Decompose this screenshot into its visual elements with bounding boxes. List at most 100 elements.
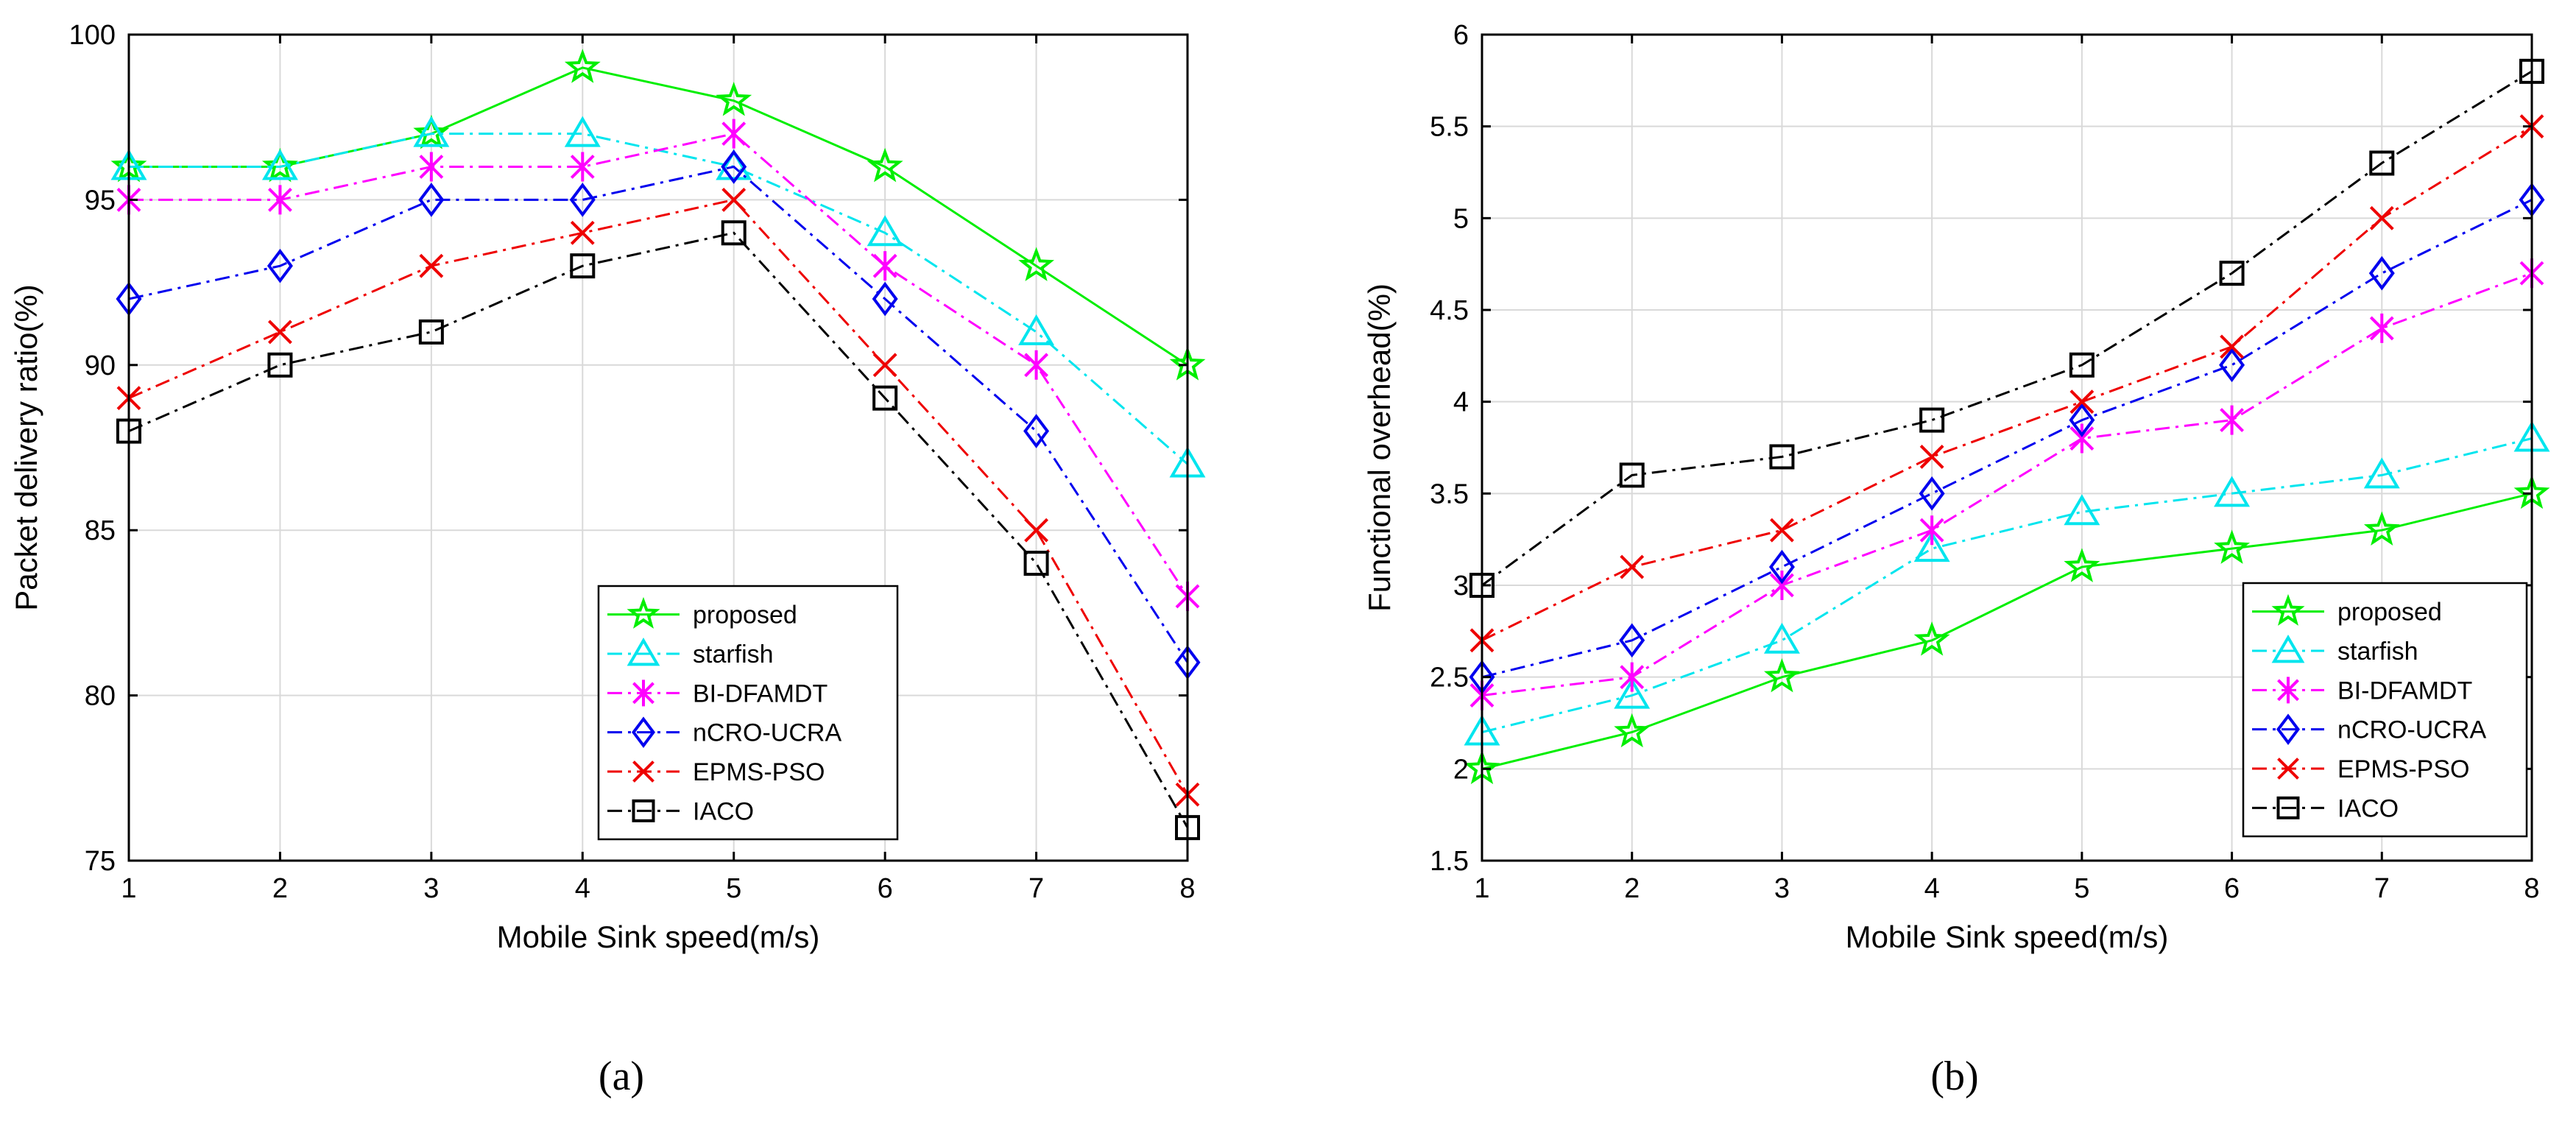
x-tick-label: 3: [423, 873, 439, 904]
data-point-starfish: [1763, 622, 1800, 654]
data-point-epms-pso: [2369, 205, 2394, 230]
data-point-iaco: [570, 253, 596, 279]
data-point-proposed: [564, 49, 601, 83]
y-tick-label: 1.5: [1430, 846, 1469, 877]
y-axis-label: Functional overhead(%): [1362, 283, 1397, 612]
data-point-bi-dfamdt: [1620, 662, 1645, 692]
x-tick-label: 4: [575, 873, 590, 904]
data-point-epms-pso: [268, 320, 292, 345]
data-point-epms-pso: [419, 253, 444, 278]
legend-marker-ncro-ucra: [2276, 713, 2300, 746]
legend: proposed starfish BI-DFAMDT nCRO-UCRA EPMS-P…: [597, 585, 899, 841]
data-point-proposed: [1614, 713, 1651, 748]
data-point-proposed: [1913, 621, 1950, 656]
data-point-starfish: [2064, 494, 2100, 526]
data-point-proposed: [261, 147, 298, 183]
legend-marker-epms-pso: [632, 761, 654, 783]
data-point-epms-pso: [570, 220, 595, 245]
legend-label-proposed: proposed: [693, 601, 797, 629]
data-point-starfish: [2363, 457, 2400, 489]
data-point-starfish: [2214, 476, 2251, 507]
data-point-bi-dfamdt: [2369, 313, 2394, 343]
data-point-bi-dfamdt: [721, 119, 747, 149]
data-point-ncro-ucra: [872, 281, 898, 317]
x-tick-label: 8: [1179, 873, 1195, 904]
data-point-bi-dfamdt: [419, 152, 444, 182]
legend-marker-ncro-ucra: [632, 716, 655, 749]
x-tick-label: 2: [1624, 873, 1640, 904]
series-ncro-ucra: [116, 149, 1201, 680]
legend-label-epms-pso: EPMS-PSO: [693, 758, 825, 786]
data-point-starfish: [1018, 314, 1055, 345]
x-tick-label: 1: [121, 873, 136, 904]
data-point-starfish: [867, 215, 903, 247]
legend-marker-starfish: [627, 638, 660, 666]
data-point-ncro-ucra: [1619, 623, 1645, 658]
plot-frame: [127, 33, 1189, 862]
data-point-iaco: [1023, 551, 1049, 576]
data-point-proposed: [2214, 529, 2251, 564]
y-tick-label: 2.5: [1430, 663, 1469, 694]
data-point-iaco: [1769, 444, 1795, 470]
data-point-epms-pso: [1770, 518, 1794, 543]
x-tick-label: 6: [878, 873, 893, 904]
legend: proposed starfish BI-DFAMDT nCRO-UCRA EPMS-P…: [2242, 582, 2528, 838]
y-axis-label: Packet delivery ratio(%): [9, 284, 43, 610]
series-ncro-ucra: [1469, 183, 2545, 695]
series-line-epms-pso: [128, 198, 1189, 795]
caption-b: (b): [1930, 1054, 1978, 1099]
series-line-iaco: [128, 231, 1189, 828]
y-tick-label: 4: [1453, 387, 1469, 418]
x-axis-label: Mobile Sink speed(m/s): [497, 920, 820, 954]
data-point-ncro-ucra: [1919, 476, 1945, 511]
data-point-iaco: [418, 319, 444, 345]
y-tick-label: 3.5: [1430, 479, 1469, 509]
data-point-proposed: [413, 114, 450, 149]
data-point-proposed: [867, 147, 903, 183]
y-tick-label: 4.5: [1430, 295, 1469, 326]
y-tick-label: 95: [85, 185, 116, 216]
data-point-ncro-ucra: [2069, 403, 2095, 437]
legend-label-starfish: starfish: [693, 641, 774, 668]
legend-label-bi-dfamdt: BI-DFAMDT: [693, 680, 828, 708]
series-line-bi-dfamdt: [129, 132, 1189, 597]
legend-marker-proposed: [2271, 593, 2305, 626]
data-point-bi-dfamdt: [268, 185, 292, 215]
series-epms-pso: [1469, 114, 2544, 653]
series-line-ncro-ucra: [128, 165, 1189, 663]
data-point-bi-dfamdt: [872, 251, 897, 281]
data-point-epms-pso: [721, 187, 747, 212]
data-point-ncro-ucra: [721, 149, 747, 184]
y-tick-label: 90: [85, 350, 116, 381]
legend-label-starfish: starfish: [2337, 638, 2418, 666]
data-point-ncro-ucra: [1023, 414, 1050, 448]
x-tick-label: 5: [726, 873, 741, 904]
data-point-starfish: [716, 149, 752, 180]
y-tick-label: 6: [1453, 20, 1469, 51]
legend-marker-bi-dfamdt: [632, 680, 654, 707]
data-point-ncro-ucra: [2368, 255, 2395, 291]
x-axis-label: Mobile Sink speed(m/s): [1846, 920, 2169, 954]
y-tick-label: 5.5: [1430, 112, 1469, 143]
x-tick-label: 1: [1474, 873, 1489, 904]
legend-label-ncro-ucra: nCRO-UCRA: [693, 719, 841, 747]
data-point-iaco: [2219, 261, 2245, 286]
data-point-starfish: [261, 149, 298, 180]
legend-label-proposed: proposed: [2337, 599, 2442, 627]
data-point-epms-pso: [872, 353, 897, 378]
data-point-starfish: [413, 116, 450, 147]
data-point-proposed: [2064, 548, 2100, 582]
caption-a: (a): [599, 1054, 644, 1099]
x-tick-label: 6: [2224, 873, 2240, 904]
legend-label-iaco: IACO: [693, 797, 754, 825]
data-point-iaco: [721, 220, 747, 246]
data-point-epms-pso: [2220, 334, 2244, 359]
chart-functional-overhead: 1 2 3 4 5 6 7 8 1.5 2 2.5 3 3.5 4 4.5 5 5.5 6 Mobile Sink …: [1362, 20, 2550, 954]
series-bi-dfamdt: [116, 119, 1200, 611]
series-proposed: [1464, 474, 2550, 785]
data-point-starfish: [1614, 677, 1651, 709]
legend-box: [597, 585, 899, 841]
legend-marker-proposed: [627, 596, 660, 629]
x-tick-label: 4: [1924, 873, 1940, 904]
series-line-ncro-ucra: [1481, 199, 2533, 679]
